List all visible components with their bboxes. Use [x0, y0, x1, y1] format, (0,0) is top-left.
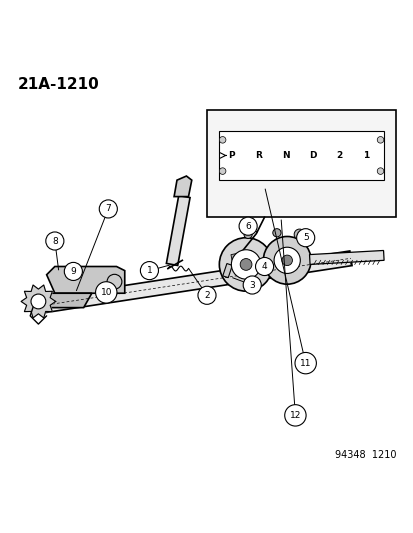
- Polygon shape: [41, 251, 351, 313]
- Circle shape: [294, 229, 304, 240]
- Polygon shape: [43, 293, 92, 308]
- Circle shape: [64, 262, 82, 280]
- Circle shape: [46, 232, 64, 250]
- Circle shape: [255, 257, 273, 276]
- Circle shape: [219, 136, 225, 143]
- Circle shape: [197, 286, 216, 304]
- Circle shape: [296, 229, 314, 247]
- Circle shape: [240, 259, 252, 270]
- Polygon shape: [47, 266, 124, 293]
- FancyBboxPatch shape: [219, 131, 383, 180]
- FancyArrow shape: [230, 251, 252, 262]
- Circle shape: [272, 229, 280, 237]
- Circle shape: [376, 136, 383, 143]
- Circle shape: [242, 276, 261, 294]
- Circle shape: [294, 352, 316, 374]
- Text: R: R: [254, 151, 261, 160]
- Text: D: D: [308, 151, 316, 160]
- FancyBboxPatch shape: [206, 110, 395, 217]
- Circle shape: [107, 274, 121, 289]
- Text: 7: 7: [105, 205, 111, 213]
- Circle shape: [140, 262, 158, 280]
- Text: 1: 1: [362, 151, 368, 160]
- Circle shape: [219, 238, 272, 291]
- Circle shape: [231, 250, 260, 279]
- Circle shape: [31, 294, 46, 309]
- Text: 3: 3: [249, 280, 254, 289]
- Circle shape: [376, 168, 383, 174]
- Text: 94348  1210: 94348 1210: [334, 450, 395, 460]
- Text: 9: 9: [70, 267, 76, 276]
- Text: 11: 11: [299, 359, 311, 368]
- Text: 12: 12: [289, 411, 300, 420]
- Text: 1: 1: [146, 266, 152, 275]
- Polygon shape: [166, 196, 190, 265]
- Text: 6: 6: [244, 222, 250, 231]
- Text: 8: 8: [52, 237, 57, 246]
- Text: P: P: [228, 151, 235, 160]
- Polygon shape: [309, 251, 383, 264]
- Circle shape: [219, 168, 225, 174]
- Circle shape: [99, 200, 117, 218]
- Polygon shape: [174, 176, 191, 197]
- Circle shape: [284, 405, 305, 426]
- Polygon shape: [21, 285, 55, 318]
- Text: 5: 5: [302, 233, 308, 242]
- Circle shape: [273, 247, 299, 273]
- Circle shape: [281, 255, 292, 265]
- Text: 21A-1210: 21A-1210: [18, 77, 100, 92]
- Polygon shape: [222, 263, 232, 278]
- Text: 2: 2: [204, 291, 209, 300]
- Text: 4: 4: [261, 262, 267, 271]
- Text: 2: 2: [335, 151, 342, 160]
- Circle shape: [243, 230, 252, 239]
- Text: 10: 10: [100, 288, 112, 297]
- Circle shape: [95, 282, 116, 303]
- Circle shape: [263, 237, 310, 284]
- Circle shape: [238, 217, 256, 235]
- Text: N: N: [281, 151, 289, 160]
